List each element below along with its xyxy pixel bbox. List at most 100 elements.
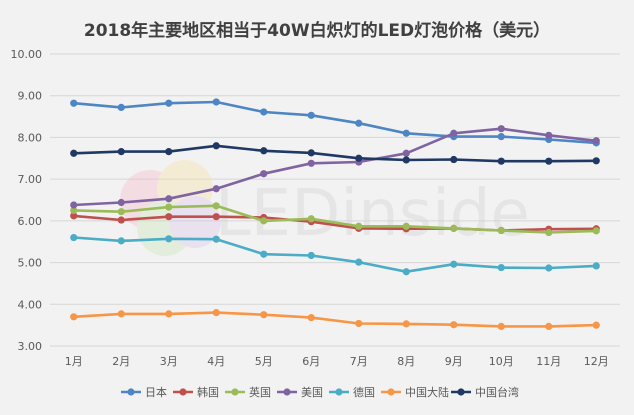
y-tick-label: 3.00	[18, 340, 43, 353]
data-point	[117, 148, 125, 156]
series-group	[70, 125, 600, 209]
data-point	[355, 258, 363, 266]
y-tick-label: 5.00	[18, 257, 43, 270]
x-tick-label: 3月	[160, 355, 178, 368]
data-point	[212, 185, 220, 193]
data-point	[212, 213, 220, 221]
x-tick-label: 10月	[489, 355, 514, 368]
data-point	[212, 309, 220, 317]
legend-item: 美国	[277, 386, 323, 399]
x-tick-label: 12月	[584, 355, 609, 368]
data-point	[70, 99, 78, 107]
data-point	[117, 103, 125, 111]
x-tick-label: 8月	[397, 355, 415, 368]
data-point	[260, 170, 268, 178]
data-point	[450, 155, 458, 164]
watermark-logo: LEDinside	[120, 160, 530, 256]
series-line	[72, 100, 598, 145]
data-point	[545, 157, 553, 165]
legend-item: 英国	[225, 385, 271, 399]
series-group	[70, 98, 600, 147]
data-point	[212, 142, 220, 150]
data-point	[260, 108, 268, 116]
data-point	[260, 311, 268, 319]
y-tick-label: 8.00	[18, 131, 43, 144]
data-point	[402, 156, 410, 164]
chart-title: 2018年主要地区相当于40W白炽灯的LED灯泡价格（美元）	[84, 20, 550, 41]
data-point	[355, 154, 363, 162]
data-point	[260, 217, 268, 225]
data-point	[545, 322, 553, 330]
data-point	[70, 233, 78, 242]
legend-label: 中国大陆	[405, 385, 449, 399]
x-tick-label: 11月	[536, 355, 561, 368]
legend-item: 中国大陆	[381, 385, 449, 399]
y-tick-label: 7.00	[18, 173, 43, 186]
data-point	[497, 132, 505, 141]
data-point	[402, 222, 410, 230]
data-point	[355, 319, 363, 328]
data-point	[450, 321, 458, 329]
data-point	[212, 202, 220, 210]
data-point	[165, 310, 173, 318]
legend-label: 德国	[353, 385, 375, 399]
data-point	[545, 228, 553, 237]
legend-marker	[457, 388, 465, 396]
data-point	[260, 250, 268, 258]
data-point	[545, 264, 553, 272]
data-point	[117, 310, 125, 318]
legend: 日本 韩国 英国 美国 德国 中国大陆 中国台湾	[121, 385, 519, 399]
legend-marker	[231, 388, 239, 396]
data-point	[497, 263, 505, 272]
data-point	[117, 208, 125, 216]
data-point	[165, 235, 173, 243]
data-point	[165, 99, 173, 107]
y-tick-label: 6.00	[18, 215, 43, 228]
legend-marker	[283, 388, 291, 396]
data-point	[355, 119, 363, 127]
legend-label: 中国台湾	[475, 385, 519, 399]
data-point	[165, 213, 173, 221]
legend-item: 日本	[121, 385, 167, 399]
x-tick-label: 5月	[255, 355, 273, 368]
x-tick-label: 1月	[65, 355, 83, 368]
data-point	[545, 131, 553, 139]
legend-marker	[179, 388, 187, 396]
data-point	[165, 203, 173, 211]
data-point	[402, 320, 410, 328]
data-point	[165, 148, 173, 156]
y-tick-label: 9.00	[18, 90, 43, 103]
data-point	[307, 215, 315, 223]
series-group	[70, 142, 600, 165]
series-line	[72, 236, 598, 274]
series-line	[72, 204, 598, 234]
series-group	[70, 233, 600, 276]
data-point	[70, 201, 78, 209]
data-point	[165, 195, 173, 203]
data-point	[117, 216, 125, 224]
x-tick-label: 6月	[302, 355, 320, 368]
series-line	[72, 127, 598, 207]
data-point	[117, 237, 125, 245]
data-point	[450, 129, 458, 137]
legend-label: 英国	[249, 385, 271, 399]
watermark-text: LEDinside	[215, 177, 530, 251]
data-point	[450, 260, 458, 268]
watermark-petal	[157, 160, 213, 216]
legend-label: 韩国	[197, 385, 219, 399]
data-point	[450, 224, 458, 232]
legend-item: 中国台湾	[451, 385, 519, 399]
data-point	[70, 149, 78, 157]
data-point	[307, 159, 315, 167]
data-point	[117, 198, 125, 207]
y-tick-label: 4.00	[18, 298, 43, 311]
x-tick-label: 9月	[445, 355, 463, 368]
series-line	[72, 144, 598, 163]
data-point	[70, 206, 78, 215]
legend-marker	[387, 388, 395, 396]
data-point	[497, 125, 505, 133]
legend-marker	[127, 388, 135, 396]
data-point	[402, 149, 410, 157]
x-tick-label: 7月	[350, 355, 368, 368]
